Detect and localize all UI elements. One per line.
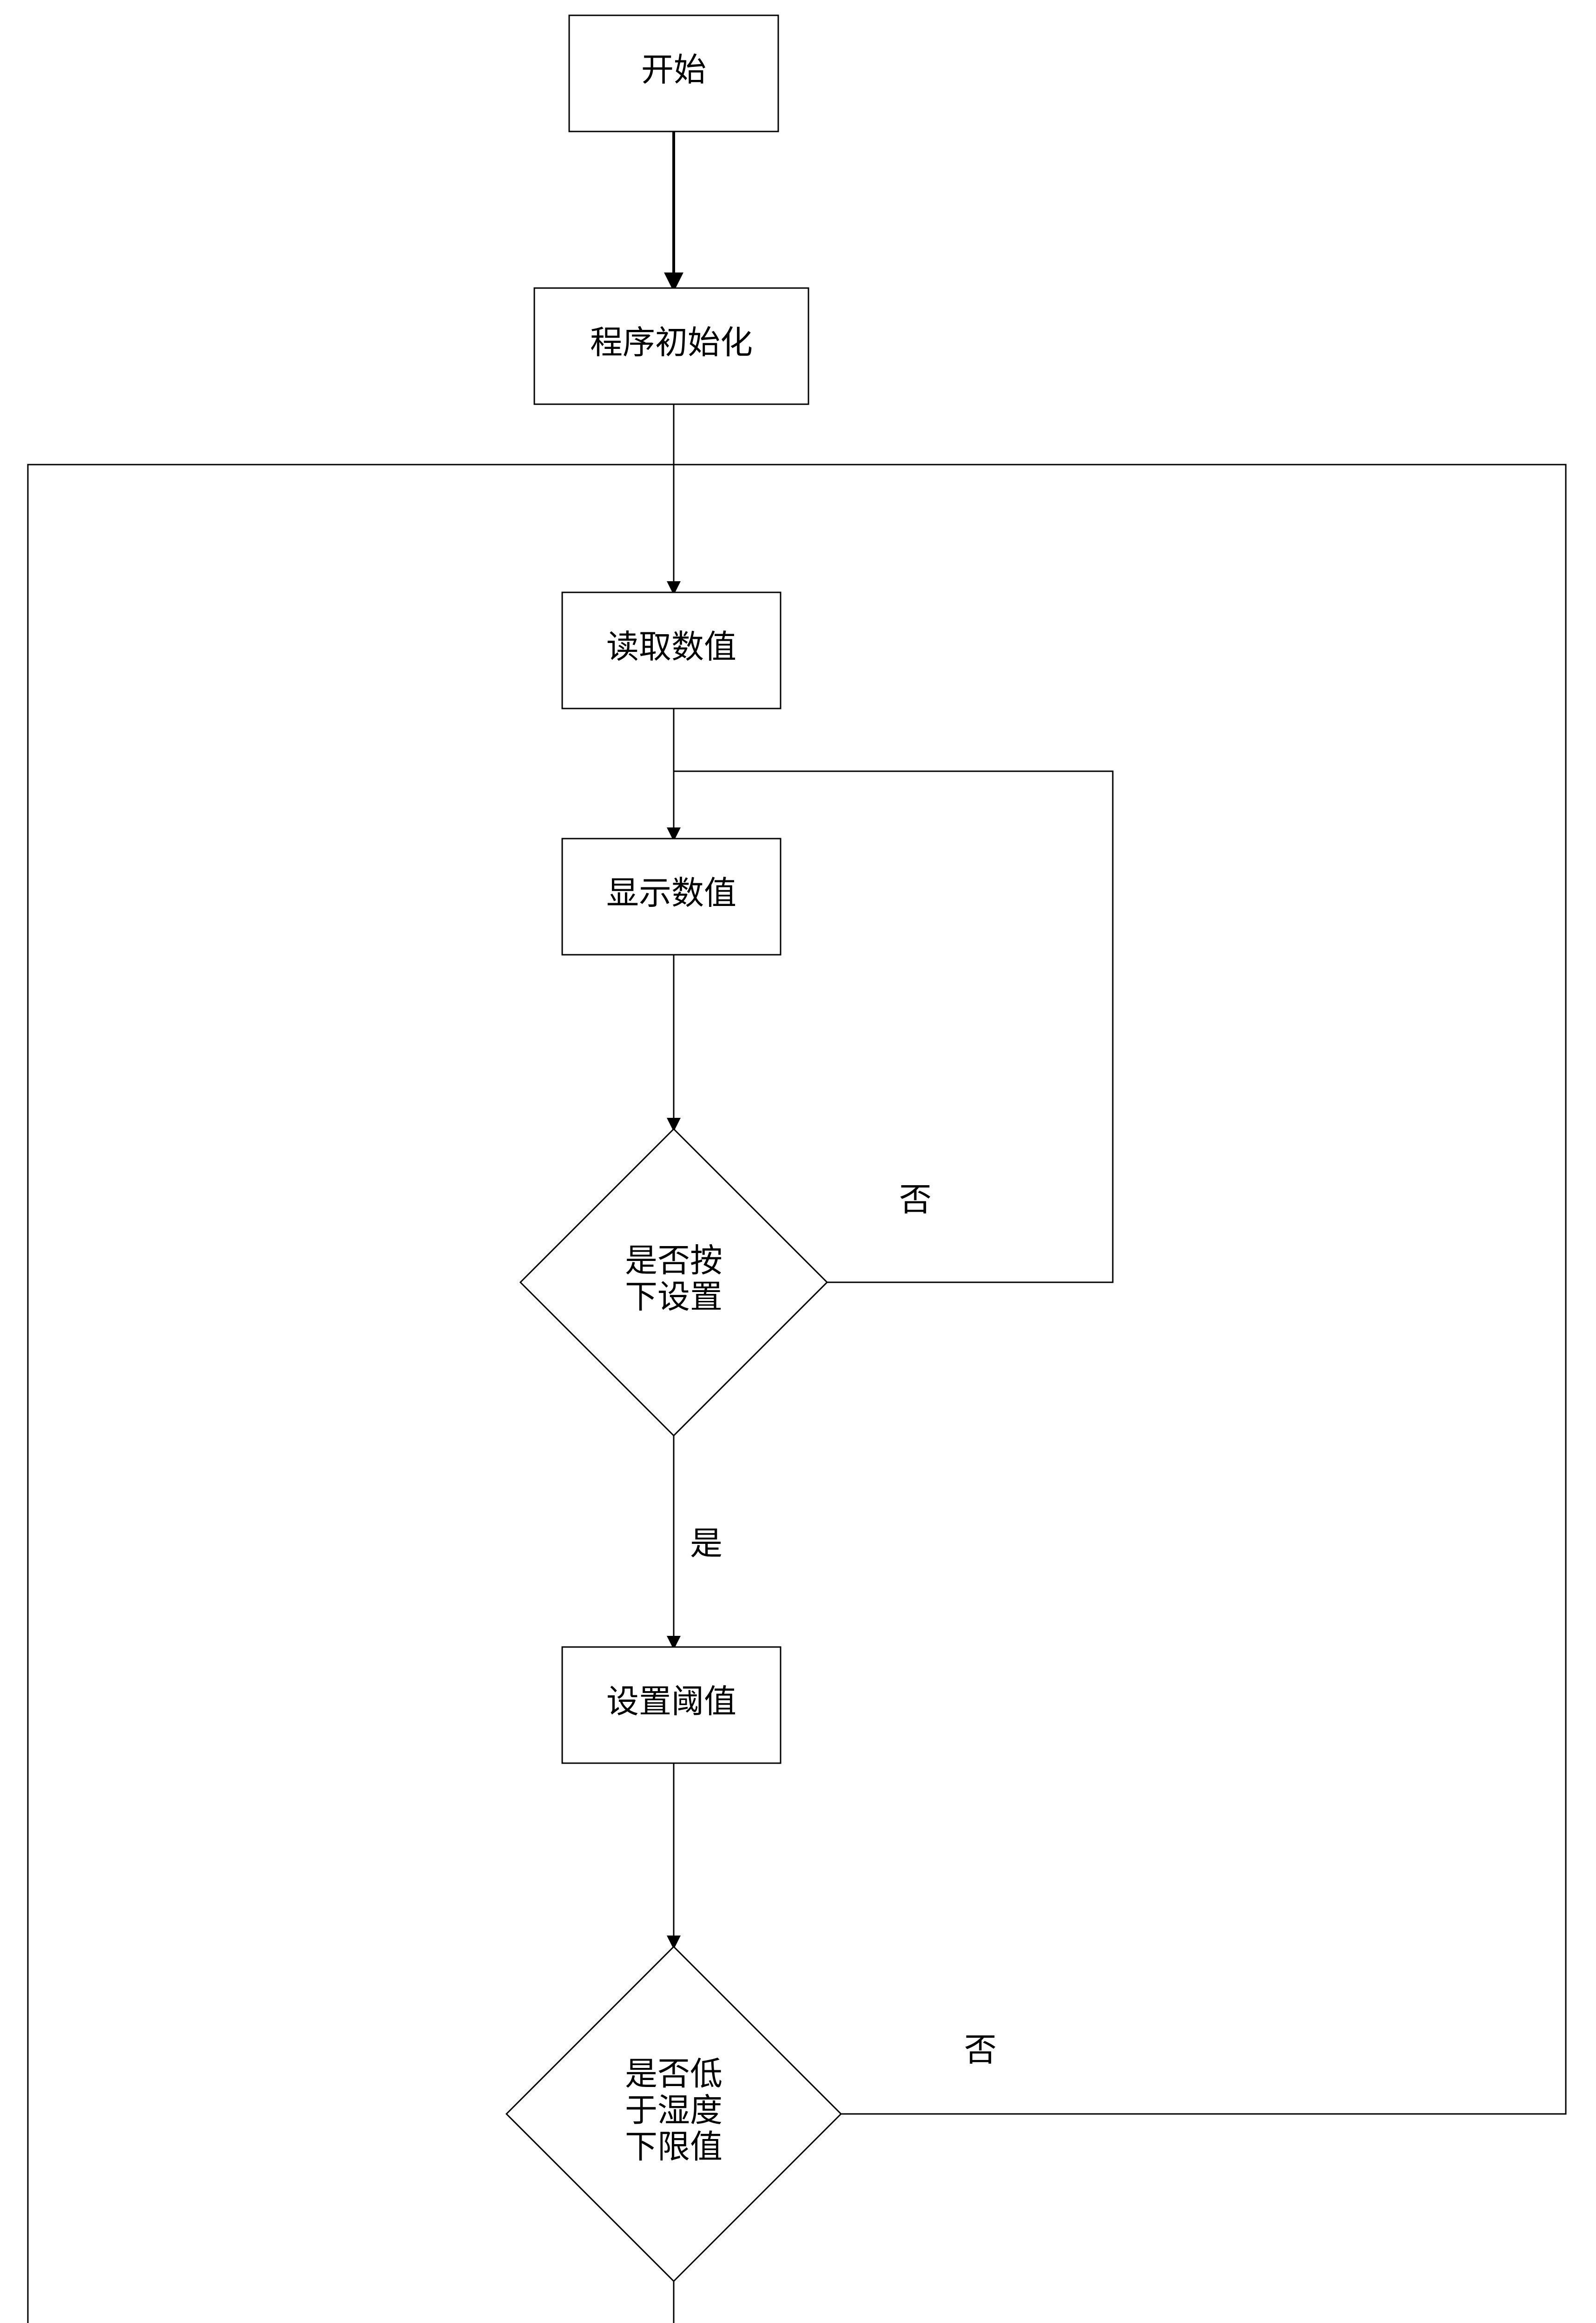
node-start-label: 开始 (641, 52, 706, 88)
edge-e_dec1_yes-label: 是 (690, 1526, 722, 1562)
node-dec1-label: 是否按下设置 (625, 1243, 722, 1315)
edge-e_dec1_no-label: 否 (899, 1182, 932, 1218)
edges-layer (28, 131, 1566, 2323)
node-read-label: 读取数值 (606, 630, 736, 665)
node-dec2-label: 是否低于湿度下限值 (625, 2057, 722, 2166)
nodes-layer: 开始程序初始化读取数值显示数值是否按下设置设置阈值是否低于湿度下限值水泵工作 (506, 15, 841, 2323)
node-display-label: 显示数值 (606, 876, 736, 912)
node-setth-label: 设置阈值 (606, 1684, 736, 1720)
flowchart-canvas: 开始程序初始化读取数值显示数值是否按下设置设置阈值是否低于湿度下限值水泵工作 是… (0, 0, 1596, 2323)
node-init-label: 程序初始化 (590, 325, 753, 361)
edge-e_dec2_no-label: 否 (964, 2033, 997, 2068)
